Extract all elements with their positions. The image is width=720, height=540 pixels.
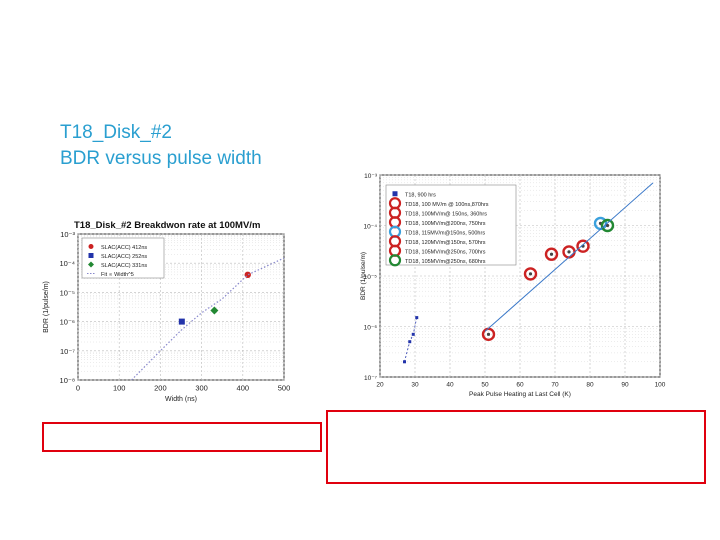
x-tick-label: 70 xyxy=(551,382,559,389)
x-tick-label: 60 xyxy=(516,382,524,389)
series-1-connector xyxy=(404,317,418,362)
breakdown-rate-vs-width-chart: 10⁻³ 10⁻⁴ 10⁻⁵ 10⁻⁶ 10⁻⁷ 10⁻⁸0 100 200 300 400 500… xyxy=(43,220,291,403)
series-2-point-center xyxy=(486,332,491,336)
x-tick-label: 500 xyxy=(278,384,291,393)
series-1-point xyxy=(244,271,251,279)
x-tick-label: 20 xyxy=(376,382,384,389)
x-tick-label: 50 xyxy=(481,382,489,389)
legend-label: TD18, 100MV/m@200ns, 750hrs xyxy=(405,221,486,227)
x-axis-label: Width (ns) xyxy=(165,396,197,403)
x-tick-label: 80 xyxy=(586,382,594,389)
legend-label: Fit ∝ Width^5 xyxy=(101,272,134,278)
legend-label: T18, 900 hrs xyxy=(405,192,436,198)
legend-marker xyxy=(88,253,94,258)
y-tick-label: 10⁻³ xyxy=(60,230,75,239)
y-tick-label: 10⁻⁵ xyxy=(364,274,378,281)
legend-label: TD18, 115MV/m@150ns, 500hrs xyxy=(405,230,485,236)
series-3-point xyxy=(523,267,538,281)
series-3-point-center xyxy=(528,272,533,276)
series-6-point xyxy=(576,239,590,253)
y-tick-label: 10⁻⁶ xyxy=(364,325,378,332)
legend-marker xyxy=(88,244,94,249)
x-tick-label: 200 xyxy=(154,384,167,393)
series-3-point xyxy=(210,306,219,315)
y-tick-label: 10⁻⁵ xyxy=(60,288,75,297)
series-1-point xyxy=(408,340,412,344)
x-tick-label: 40 xyxy=(446,382,454,389)
y-tick-label: 10⁻⁴ xyxy=(59,259,75,268)
legend-label: SLAC(ACC) 252ns xyxy=(101,254,147,260)
x-tick-label: 100 xyxy=(113,384,126,393)
chart-title: T18_Disk_#2 Breakdwon rate at 100MV/m xyxy=(74,220,260,231)
legend-label: TD18, 100MV/m@ 150ns, 360hrs xyxy=(405,211,487,217)
y-tick-label: 10⁻⁴ xyxy=(364,224,378,231)
legend: T18, 900 hrs TD18, 100 MV/m @ 100ns,870hr… xyxy=(385,184,517,267)
y-tick-label: 10⁻³ xyxy=(364,173,378,180)
legend-label: TD18, 105MV/m@250ns, 680hrs xyxy=(405,259,486,265)
series-1-point xyxy=(411,332,415,336)
series-8-point xyxy=(600,218,615,233)
legend-label: SLAC(ACC) 412ns xyxy=(101,245,147,251)
x-axis-label: Peak Pulse Heating at Last Cell (K) xyxy=(469,391,571,398)
series-1-point xyxy=(415,316,419,320)
slide-title-line1: T18_Disk_#2 xyxy=(60,122,172,143)
series-8-point-center xyxy=(605,223,610,228)
slide-title: T18_Disk_#2 BDR versus pulse width xyxy=(60,120,262,172)
slide-title-line2: BDR versus pulse width xyxy=(60,148,262,169)
x-tick-label: 0 xyxy=(76,384,80,393)
legend-label: TD18, 105MV/m@250ns, 700hrs xyxy=(405,249,486,255)
legend-label: SLAC(ACC) 331ns xyxy=(101,263,147,269)
red-outline-box-left xyxy=(42,422,322,452)
bdr-vs-pulse-heating-chart: 10⁻³ 10⁻⁴ 10⁻⁵ 10⁻⁶ 10⁻⁷20 30 40 50 60 70 80 90 100 P… xyxy=(360,173,666,398)
legend: SLAC(ACC) 412ns SLAC(ACC) 252ns SLAC(ACC) … xyxy=(81,237,165,279)
legend-label: TD18, 120MV/m@150ns, 570hrs xyxy=(405,240,486,246)
y-tick-label: 10⁻⁸ xyxy=(60,376,75,385)
series-2-point xyxy=(178,318,185,325)
series-9-line xyxy=(484,182,654,332)
legend-label: TD18, 100 MV/m @ 100ns,870hrs xyxy=(405,202,489,208)
legend-marker xyxy=(88,261,94,268)
red-outline-box-right xyxy=(326,410,706,484)
legend-marker xyxy=(388,254,402,267)
x-tick-label: 90 xyxy=(621,382,629,389)
x-tick-label: 100 xyxy=(655,382,666,389)
legend-box xyxy=(81,237,165,279)
x-tick-label: 400 xyxy=(237,384,250,393)
series-4-point-center xyxy=(567,250,571,254)
legend-box xyxy=(385,184,517,266)
y-axis-label: BDR (1/pulse/m) xyxy=(360,252,367,300)
y-tick-label: 10⁻⁶ xyxy=(60,318,75,327)
y-tick-label: 10⁻⁷ xyxy=(364,375,378,382)
x-tick-label: 30 xyxy=(411,382,419,389)
legend-marker xyxy=(392,191,398,197)
y-tick-label: 10⁻⁷ xyxy=(60,347,75,356)
x-tick-label: 300 xyxy=(195,384,208,393)
series-7-point xyxy=(544,247,559,261)
y-axis-label: BDR (1/pulse/m) xyxy=(43,281,50,333)
series-1-point xyxy=(403,360,406,364)
series-7-point-center xyxy=(549,252,554,256)
